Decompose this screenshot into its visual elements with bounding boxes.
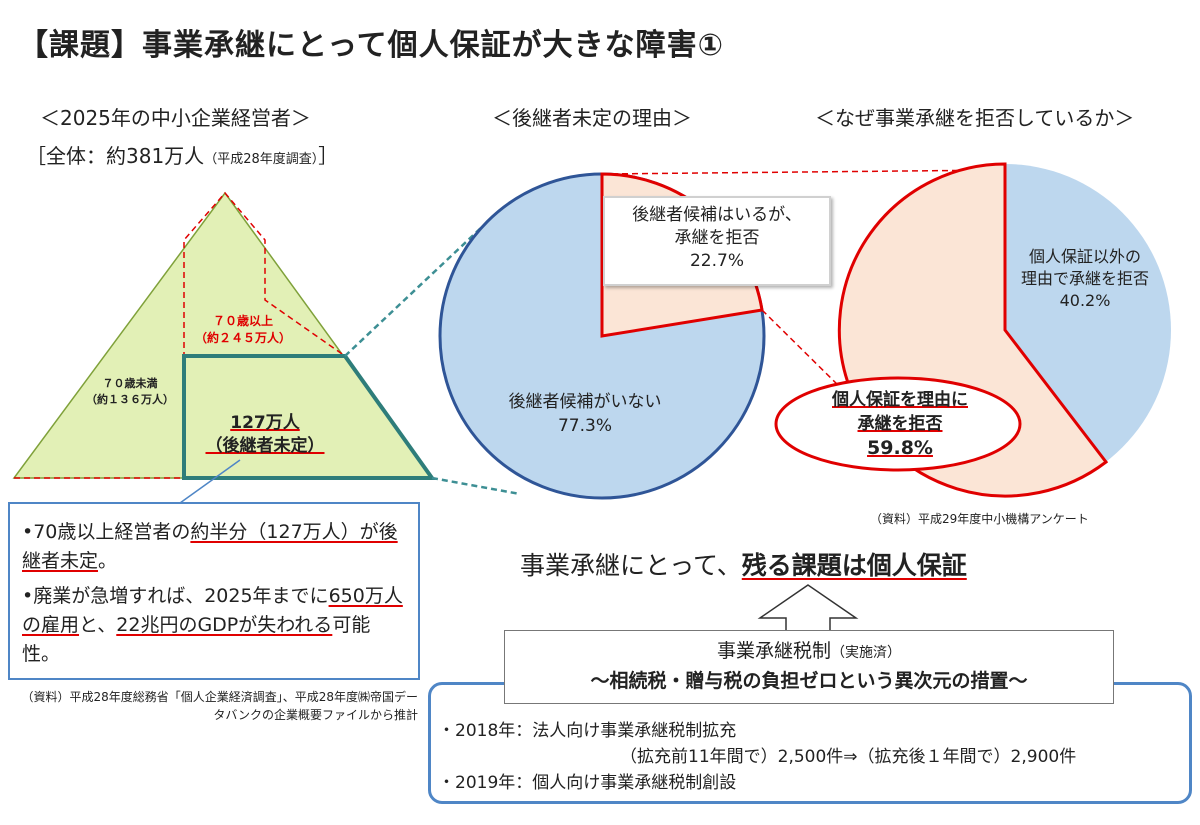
pie1-small-line2: 承継を拒否 xyxy=(674,228,760,248)
note2-a: •廃業が急増すれば、2025年までに xyxy=(22,585,329,607)
connector-bottom xyxy=(431,476,521,496)
connector-red-mid xyxy=(761,309,846,393)
pie2-small-slice-label: 個人保証以外の 理由で承継を拒否 40.2% xyxy=(1005,246,1165,312)
tax-line-2018-detail: （拡充前11年間で）2,500件⇒（拡充後１年間で）2,900件 xyxy=(620,747,1077,767)
pie2-small-pct: 40.2% xyxy=(1059,291,1111,310)
pie2-small-line2: 理由で承継を拒否 xyxy=(1020,269,1149,288)
pyramid-heading: ＜2025年の中小企業経営者＞ xyxy=(40,106,311,130)
undecided-label: （後継者未定） xyxy=(205,436,325,456)
conclusion-bold: 残る課題は個人保証 xyxy=(741,551,967,580)
pie1-small-pct: 22.7% xyxy=(689,251,744,271)
tax-subtitle: ～相続税・贈与税の負担ゼロという異次元の措置～ xyxy=(590,670,1028,692)
pyramid-total-prefix: ［全体：約381万人 xyxy=(26,144,205,168)
pyramid-over70-outline xyxy=(183,191,346,478)
pyramid-total-note: （平成28年度調査） xyxy=(204,152,319,167)
connector-red-top xyxy=(601,169,1006,175)
pyramid-total-suffix: ］ xyxy=(318,144,339,168)
pyramid-undecided-label: 127万人 （後継者未定） xyxy=(190,412,340,458)
page-title: 【課題】事業承継にとって個人保証が大きな障害① xyxy=(18,28,724,63)
pie2-heading: ＜なぜ事業承継を拒否しているか＞ xyxy=(815,106,1135,130)
over70-count: （約２４５万人） xyxy=(194,331,291,345)
pie1-heading: ＜後継者未定の理由＞ xyxy=(492,106,692,130)
callout-pointer xyxy=(179,459,241,504)
pie1-small-slice-callout: 後継者候補はいるが、 承継を拒否 22.7% xyxy=(603,196,831,286)
pie2-big-line2: 承継を拒否 xyxy=(857,414,943,434)
pyramid-under70-label: ７０歳未満 （約１３６万人） xyxy=(70,376,190,408)
note1-b: 約半分（127万人）が後継者未定 xyxy=(22,521,398,572)
connector-top xyxy=(344,209,501,357)
conclusion: 事業承継にとって、残る課題は個人保証 xyxy=(520,546,967,582)
source-right: （資料）平成29年度中小機構アンケート xyxy=(870,512,1089,526)
source-left: （資料）平成28年度総務省「個人企業経済調査」、平成28年度㈱帝国データバンクの… xyxy=(21,690,418,722)
pie1-big-line1: 後継者候補がいない xyxy=(508,392,662,412)
tax-title: 事業承継税制 xyxy=(716,640,831,662)
pie2-big-pct: 59.8% xyxy=(867,437,933,459)
pyramid-total: ［全体：約381万人（平成28年度調査）］ xyxy=(26,140,338,169)
note-bullet-2: •廃業が急増すれば、2025年までに650万人の雇用と、22兆円のGDPが失われ… xyxy=(22,582,408,669)
up-arrow xyxy=(757,584,859,635)
note1-c: 。 xyxy=(98,550,118,572)
conclusion-prefix: 事業承継にとって、 xyxy=(520,551,742,580)
over70-label: ７０歳以上 xyxy=(212,314,273,328)
note2-d: 22兆円のGDPが失われる xyxy=(116,614,333,636)
note-bullet-1: •70歳以上経営者の約半分（127万人）が後継者未定。 xyxy=(22,518,408,576)
pie2-big-line1: 個人保証を理由に xyxy=(832,390,968,410)
tax-line-2018: ・2018年：法人向け事業承継税制拡充 xyxy=(438,721,737,741)
note-box: •70歳以上経営者の約半分（127万人）が後継者未定。 •廃業が急増すれば、20… xyxy=(8,502,420,680)
pie1-big-slice-label: 後継者候補がいない 77.3% xyxy=(480,390,690,438)
tax-line-2019: ・2019年：個人向け事業承継税制創設 xyxy=(438,773,737,793)
pie2-big-slice-label: 個人保証を理由に 承継を拒否 59.8% xyxy=(790,388,1010,460)
tax-title-box: 事業承継税制（実施済） ～相続税・贈与税の負担ゼロという異次元の措置～ xyxy=(504,630,1114,704)
under70-count: （約１３６万人） xyxy=(86,393,174,406)
pie1-small-line1: 後継者候補はいるが、 xyxy=(632,205,802,225)
pie1-big-pct: 77.3% xyxy=(557,416,612,436)
tax-title-note: （実施済） xyxy=(831,645,901,661)
emphasis-ellipse xyxy=(774,376,1022,472)
under70-label: ７０歳未満 xyxy=(102,377,158,390)
undecided-count: 127万人 xyxy=(230,413,300,433)
note2-c: と、 xyxy=(79,614,117,636)
note2-b: 650万人の雇用 xyxy=(22,585,403,636)
pyramid-over70-label: ７０歳以上 （約２４５万人） xyxy=(178,313,308,347)
note1-a: •70歳以上経営者の xyxy=(22,521,191,543)
note2-e: 可能性。 xyxy=(22,614,371,665)
tax-title-row: 事業承継税制（実施済） xyxy=(505,637,1113,667)
pie2-small-line1: 個人保証以外の xyxy=(1028,247,1141,266)
